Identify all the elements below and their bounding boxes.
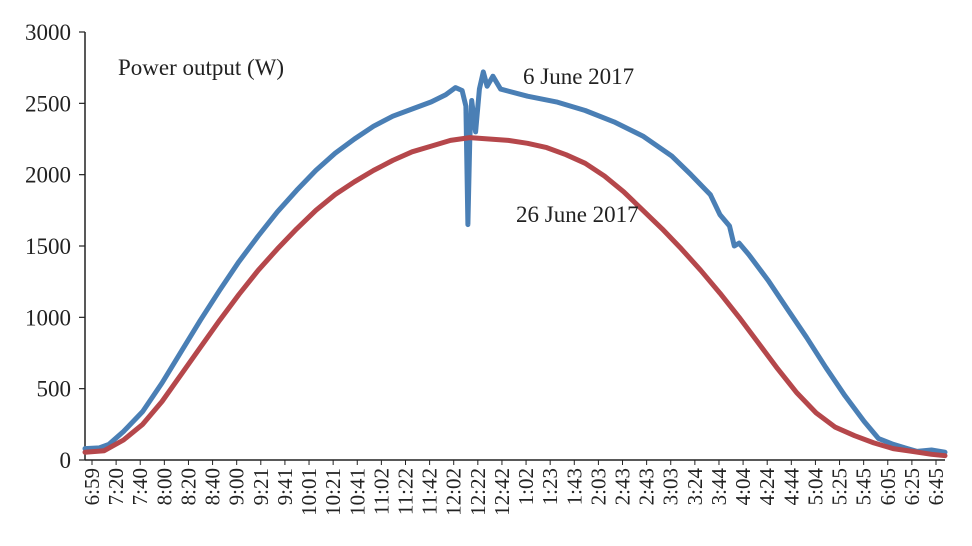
x-tick-label: 6:59 bbox=[80, 468, 104, 505]
y-tick-label: 2000 bbox=[25, 163, 71, 188]
series-group bbox=[82, 69, 948, 459]
x-tick-label: 9:00 bbox=[225, 468, 249, 505]
x-tick-label: 10:01 bbox=[297, 468, 321, 516]
y-tick-label: 3000 bbox=[25, 20, 71, 45]
x-tick-label: 1:23 bbox=[538, 468, 562, 505]
x-axis: 6:59 7:20 7:40 8:00 8:20 8:40 9:00 9:21 9:41 10:0… bbox=[80, 459, 948, 516]
y-tick-label: 500 bbox=[37, 377, 72, 402]
x-tick-label: 10:41 bbox=[345, 468, 369, 516]
x-tick-label: 2:43 bbox=[611, 468, 635, 505]
x-tick-label: 6:25 bbox=[900, 468, 924, 505]
y-tick-label: 1500 bbox=[25, 234, 71, 259]
x-tick-label: 12:02 bbox=[442, 468, 466, 516]
x-tick-label: 11:02 bbox=[369, 468, 393, 515]
series-label-26-june: 26 June 2017 bbox=[516, 202, 639, 227]
x-tick-label: 12:22 bbox=[466, 468, 490, 516]
y-tick-label: 2500 bbox=[25, 91, 71, 116]
x-tick-label: 2:43 bbox=[635, 468, 659, 505]
x-tick-label: 4:04 bbox=[731, 468, 755, 506]
x-tick-label: 5:04 bbox=[803, 468, 827, 506]
x-tick-label: 11:22 bbox=[393, 468, 417, 515]
x-tick-label: 6:45 bbox=[924, 468, 948, 505]
x-tick-label: 5:25 bbox=[828, 468, 852, 505]
x-tick-label: 7:20 bbox=[104, 468, 128, 505]
series-line-6-june-2017 bbox=[82, 69, 948, 455]
x-tick-label: 5:45 bbox=[852, 468, 876, 505]
x-tick-label: 8:20 bbox=[176, 468, 200, 505]
x-tick-label: 4:44 bbox=[779, 468, 803, 506]
x-tick-label: 4:24 bbox=[755, 468, 779, 506]
x-tick-label: 10:21 bbox=[321, 468, 345, 516]
x-tick-label: 2:03 bbox=[586, 468, 610, 505]
x-tick-label: 1:02 bbox=[514, 468, 538, 505]
y-axis-label: Power output (W) bbox=[118, 55, 284, 80]
x-tick-label: 9:21 bbox=[249, 468, 273, 505]
x-tick-label: 7:40 bbox=[128, 468, 152, 505]
series-line-26-june-2017 bbox=[82, 135, 948, 459]
x-tick-label: 3:44 bbox=[707, 468, 731, 506]
x-tick-label: 3:03 bbox=[659, 468, 683, 505]
x-tick-label: 1:43 bbox=[562, 468, 586, 505]
x-tick-label: 6:05 bbox=[876, 468, 900, 505]
x-tick-label: 8:40 bbox=[201, 468, 225, 505]
x-tick-label: 3:24 bbox=[683, 468, 707, 506]
x-tick-label: 12:42 bbox=[490, 468, 514, 516]
x-tick-label: 9:41 bbox=[273, 468, 297, 505]
x-tick-label: 8:00 bbox=[152, 468, 176, 505]
y-tick-label: 0 bbox=[60, 448, 72, 473]
y-axis: 0 500 1000 1500 2000 2500 3000 bbox=[25, 20, 86, 473]
y-tick-label: 1000 bbox=[25, 305, 71, 330]
x-tick-label: 11:42 bbox=[418, 468, 442, 515]
series-label-6-june: 6 June 2017 bbox=[523, 64, 634, 89]
